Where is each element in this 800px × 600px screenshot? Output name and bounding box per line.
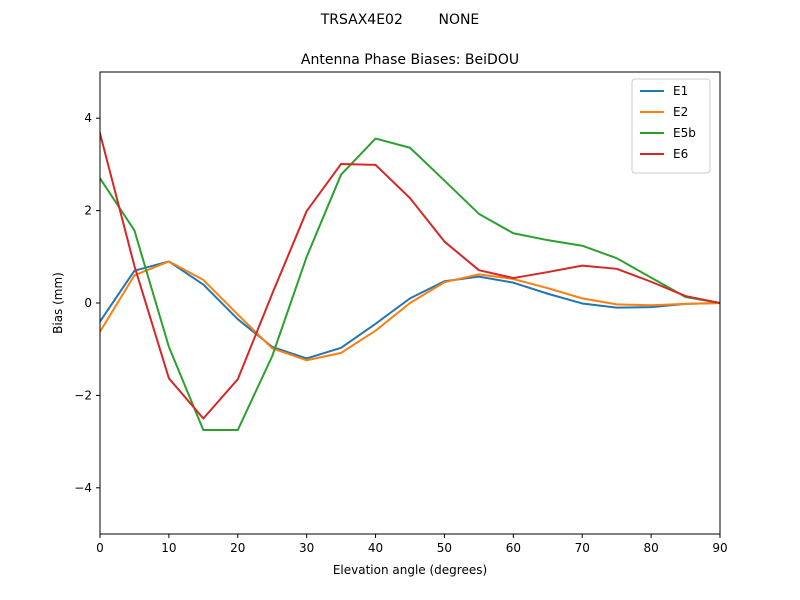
y-tick-label: 0	[84, 296, 92, 310]
x-tick-label: 40	[368, 541, 383, 555]
y-tick-label: −4	[74, 481, 92, 495]
legend-label-e1: E1	[673, 84, 688, 98]
x-tick-label: 80	[643, 541, 658, 555]
x-tick-label: 10	[161, 541, 176, 555]
legend: E1 E2 E5b E6	[631, 78, 711, 174]
x-tick-label: 20	[230, 541, 245, 555]
y-tick-label: 4	[84, 111, 92, 125]
x-tick-label: 70	[575, 541, 590, 555]
series-line-e1	[100, 260, 720, 360]
series-line-e2	[100, 260, 720, 362]
plot-area: 0 10 20 30 40 50 60 70 80 90 −4 −2 0 2 4	[74, 71, 728, 555]
y-tick-label: −2	[74, 388, 92, 402]
x-tick-label: 50	[437, 541, 452, 555]
y-tick-label: 2	[84, 204, 92, 218]
series-line-e5b	[100, 137, 720, 432]
figure-suptitle: TRSAX4E02 NONE	[320, 12, 480, 28]
x-tick-label: 30	[299, 541, 314, 555]
series-lines	[100, 132, 720, 432]
legend-box	[631, 78, 711, 174]
legend-label-e6: E6	[673, 147, 688, 161]
chart-title: Antenna Phase Biases: BeiDOU	[301, 52, 519, 68]
x-tick-label: 0	[96, 541, 104, 555]
x-tick-label: 90	[712, 541, 727, 555]
legend-label-e2: E2	[673, 105, 688, 119]
x-tick-label: 60	[506, 541, 521, 555]
x-axis-label: Elevation angle (degrees)	[333, 563, 487, 577]
y-axis-label: Bias (mm)	[51, 272, 65, 334]
series-line-e6	[100, 132, 720, 420]
legend-label-e5b: E5b	[673, 126, 696, 140]
